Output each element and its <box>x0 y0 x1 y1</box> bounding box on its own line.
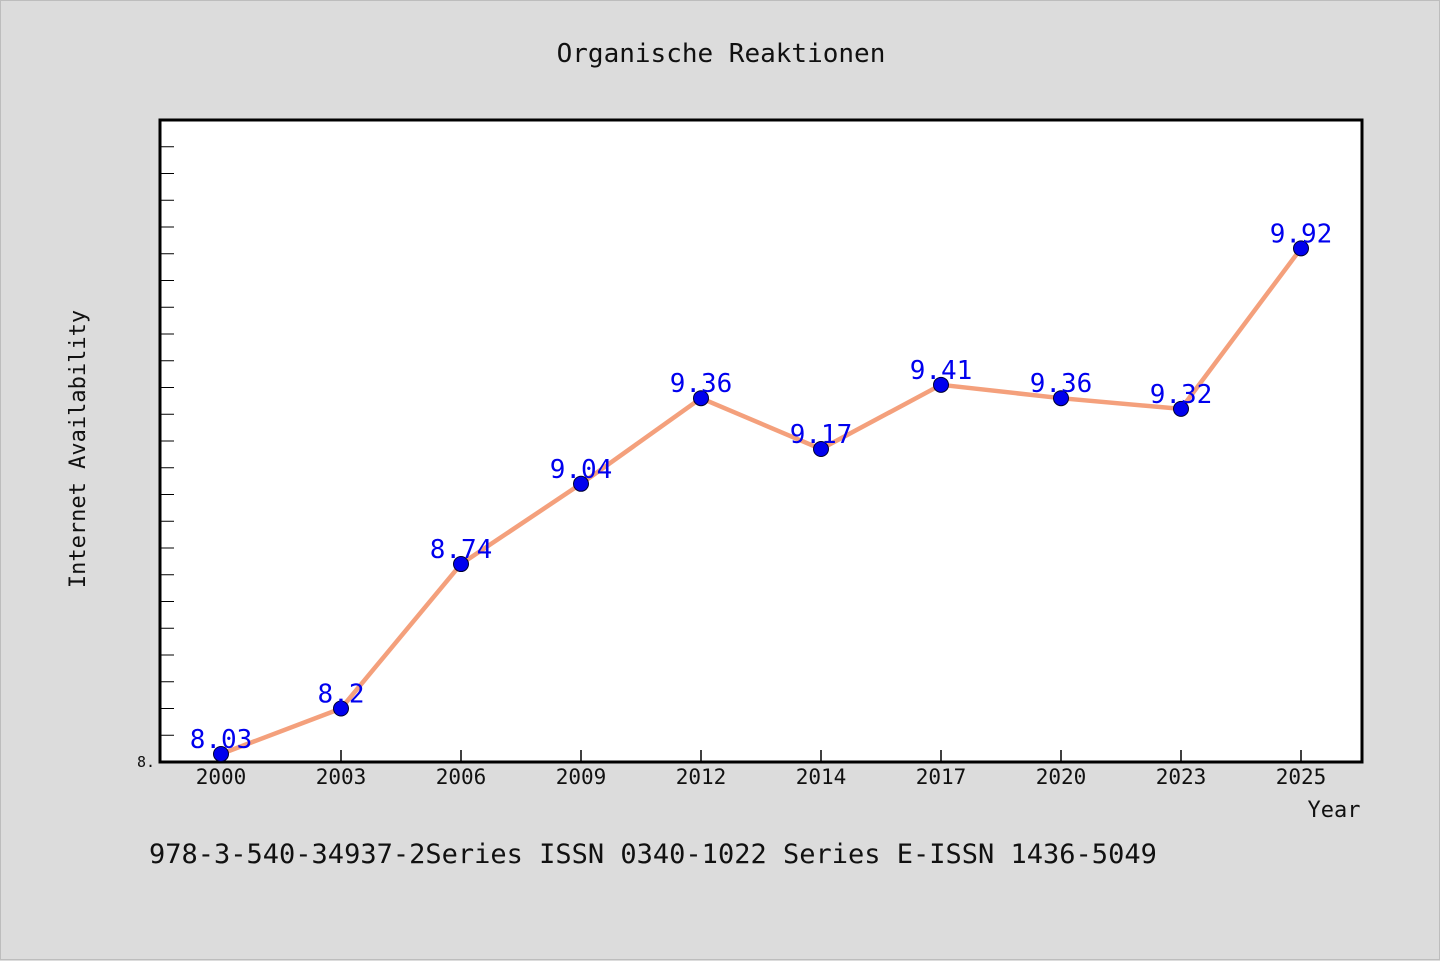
y-axis-label: Internet Availability <box>66 310 91 588</box>
plot-area <box>158 118 1364 764</box>
data-point <box>933 376 949 393</box>
data-label: 8.74 <box>430 535 493 565</box>
chart-title: Organische Reaktionen <box>557 39 886 69</box>
y-tick-label: 8. <box>137 753 155 771</box>
x-tick-label: 2012 <box>676 765 727 789</box>
data-label: 9.32 <box>1150 380 1213 410</box>
data-point <box>333 700 349 717</box>
series-line-group <box>218 246 1304 757</box>
data-label: 8.03 <box>190 725 253 755</box>
data-label: 9.17 <box>790 420 853 450</box>
data-point <box>1173 400 1189 417</box>
data-label: 9.36 <box>1030 369 1093 399</box>
x-axis-label: Year <box>1308 798 1361 823</box>
y-axis-ticks <box>160 146 174 736</box>
data-label: 9.04 <box>550 455 613 485</box>
data-markers <box>213 240 1309 762</box>
series-line <box>218 246 1304 757</box>
x-tick-label: 2020 <box>1036 765 1087 789</box>
data-point <box>213 745 229 762</box>
x-tick-label: 2006 <box>436 765 487 789</box>
data-point <box>693 390 709 407</box>
data-point <box>453 556 469 573</box>
data-label: 9.36 <box>670 369 733 399</box>
x-tick-label: 2023 <box>1156 765 1207 789</box>
data-label: 9.41 <box>910 356 973 386</box>
x-tick-label: 2009 <box>556 765 607 789</box>
data-labels: 8.03 8.2 8.74 9.04 9.36 9.17 9.41 9.36 9.32 9.92 <box>190 219 1333 755</box>
x-tick-label: 2025 <box>1276 765 1327 789</box>
x-tick-label: 2014 <box>796 765 847 789</box>
data-label: 9.92 <box>1270 219 1333 249</box>
x-axis-ticks: 2000 2003 2006 2009 2012 2014 2017 2020 2023 2025 <box>196 750 1327 789</box>
data-label: 8.2 <box>318 680 365 710</box>
data-point <box>1293 240 1309 257</box>
x-tick-label: 2003 <box>316 765 367 789</box>
footer-isbn-issn: 978-3-540-34937-2Series ISSN 0340-1022 S… <box>149 839 1157 870</box>
x-tick-label: 2000 <box>196 765 247 789</box>
data-point <box>1053 390 1069 407</box>
data-point <box>813 441 829 458</box>
x-tick-label: 2017 <box>916 765 967 789</box>
data-point <box>573 475 589 492</box>
